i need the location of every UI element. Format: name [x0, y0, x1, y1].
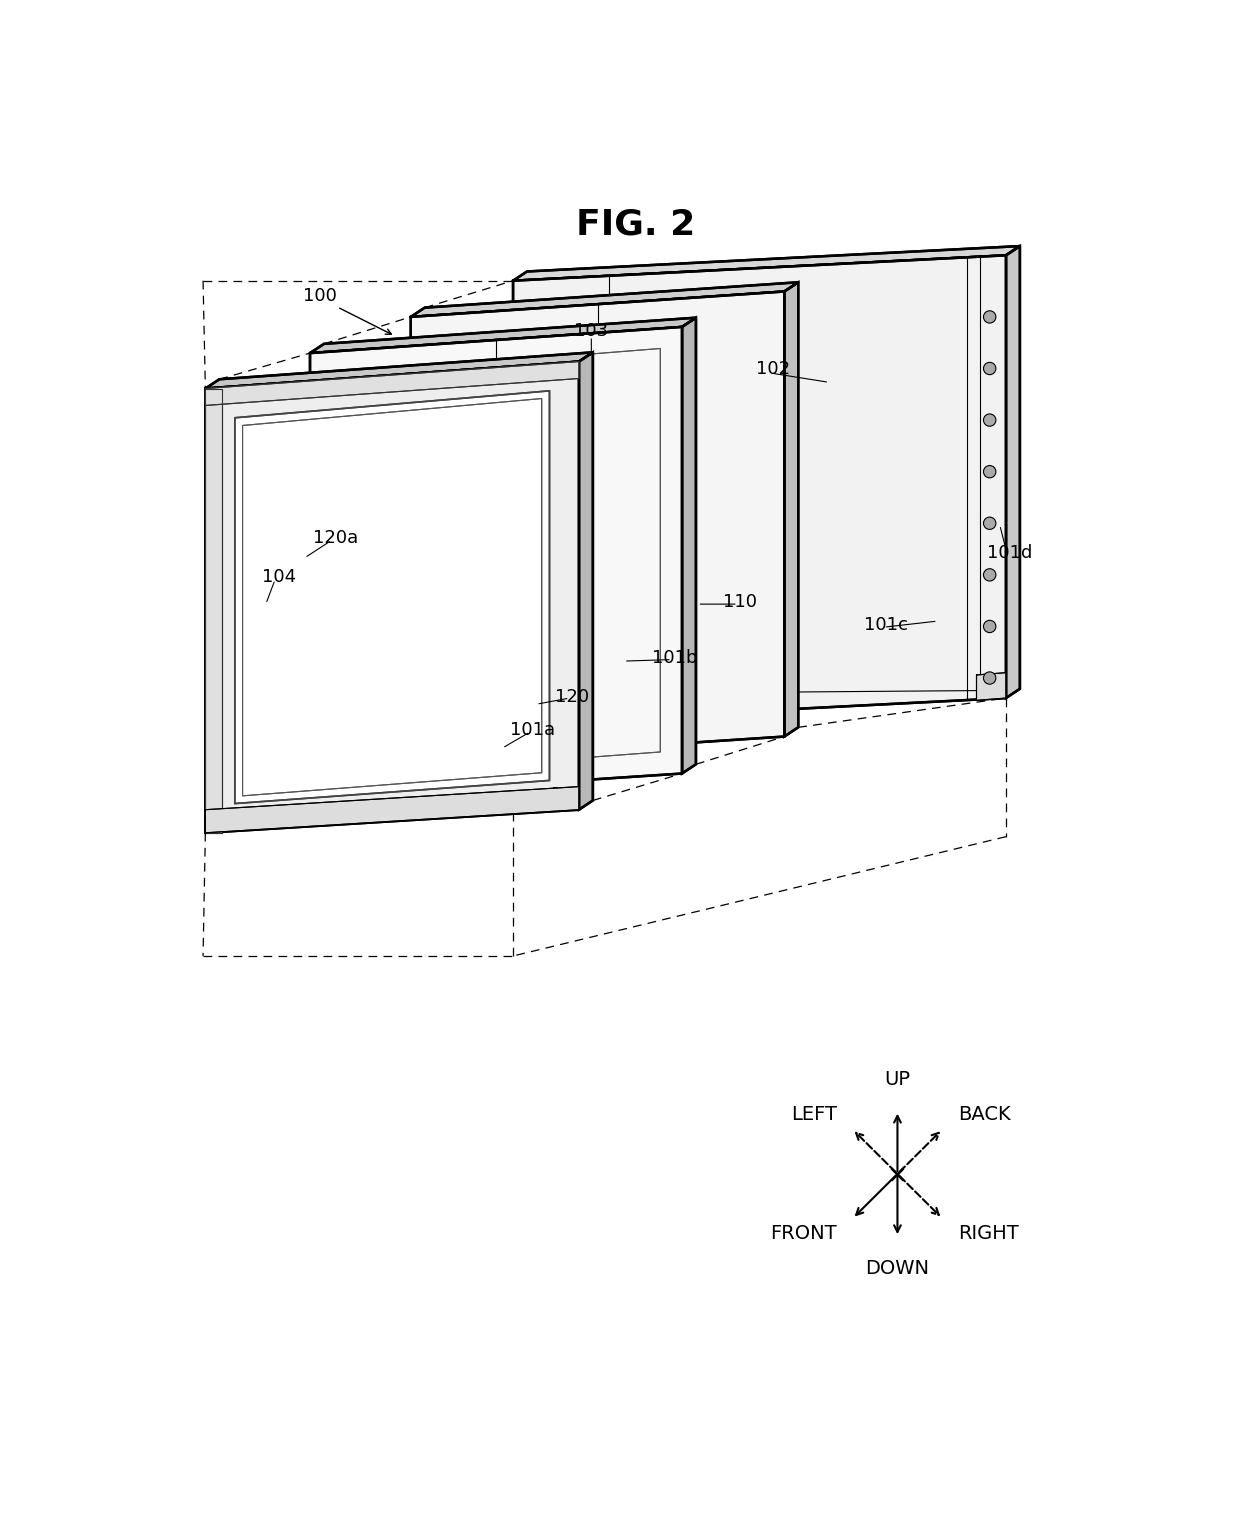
Polygon shape: [243, 399, 542, 795]
Circle shape: [983, 518, 996, 530]
Polygon shape: [241, 808, 253, 817]
Circle shape: [983, 414, 996, 427]
Circle shape: [983, 363, 996, 375]
Text: BACK: BACK: [957, 1105, 1011, 1123]
Circle shape: [983, 466, 996, 478]
Text: 120a: 120a: [312, 528, 358, 546]
Polygon shape: [410, 291, 785, 761]
Text: 100: 100: [303, 287, 337, 305]
Polygon shape: [263, 806, 275, 815]
Polygon shape: [352, 800, 365, 809]
Polygon shape: [785, 282, 799, 736]
Polygon shape: [310, 317, 696, 354]
Polygon shape: [410, 282, 799, 317]
Circle shape: [983, 672, 996, 685]
Text: 102: 102: [756, 360, 791, 378]
Polygon shape: [397, 797, 410, 806]
Polygon shape: [706, 373, 751, 492]
Text: FRONT: FRONT: [770, 1225, 837, 1243]
Polygon shape: [682, 317, 696, 774]
Polygon shape: [553, 788, 567, 797]
Polygon shape: [308, 803, 320, 812]
Polygon shape: [627, 361, 697, 516]
Polygon shape: [285, 805, 298, 814]
Polygon shape: [206, 361, 579, 405]
Polygon shape: [508, 791, 522, 800]
Polygon shape: [310, 326, 682, 798]
Polygon shape: [441, 794, 455, 805]
Polygon shape: [520, 329, 620, 554]
Polygon shape: [234, 390, 549, 803]
Text: DOWN: DOWN: [866, 1258, 930, 1278]
Polygon shape: [513, 246, 1019, 281]
Polygon shape: [486, 792, 500, 802]
Polygon shape: [206, 389, 222, 833]
Polygon shape: [206, 352, 593, 389]
Polygon shape: [206, 361, 579, 833]
Polygon shape: [513, 255, 1006, 724]
Polygon shape: [218, 809, 231, 818]
Text: 101a: 101a: [510, 721, 556, 739]
Circle shape: [983, 311, 996, 323]
Text: 101b: 101b: [651, 650, 697, 666]
Polygon shape: [206, 786, 579, 833]
Text: 103: 103: [574, 322, 609, 340]
Text: FIG. 2: FIG. 2: [575, 208, 696, 241]
Text: RIGHT: RIGHT: [957, 1225, 1018, 1243]
Polygon shape: [977, 672, 1006, 700]
Text: 120: 120: [554, 688, 589, 706]
Circle shape: [983, 621, 996, 633]
Polygon shape: [531, 789, 544, 798]
Circle shape: [983, 569, 996, 581]
Polygon shape: [374, 798, 388, 808]
Text: 104: 104: [262, 568, 296, 586]
Text: 101d: 101d: [987, 545, 1033, 562]
Polygon shape: [419, 795, 433, 805]
Text: 101c: 101c: [864, 616, 908, 635]
Polygon shape: [579, 352, 593, 809]
Text: 110: 110: [723, 594, 758, 610]
Text: LEFT: LEFT: [791, 1105, 837, 1123]
Polygon shape: [330, 802, 342, 811]
Polygon shape: [464, 792, 477, 803]
Text: UP: UP: [884, 1070, 910, 1090]
Polygon shape: [1006, 246, 1019, 698]
